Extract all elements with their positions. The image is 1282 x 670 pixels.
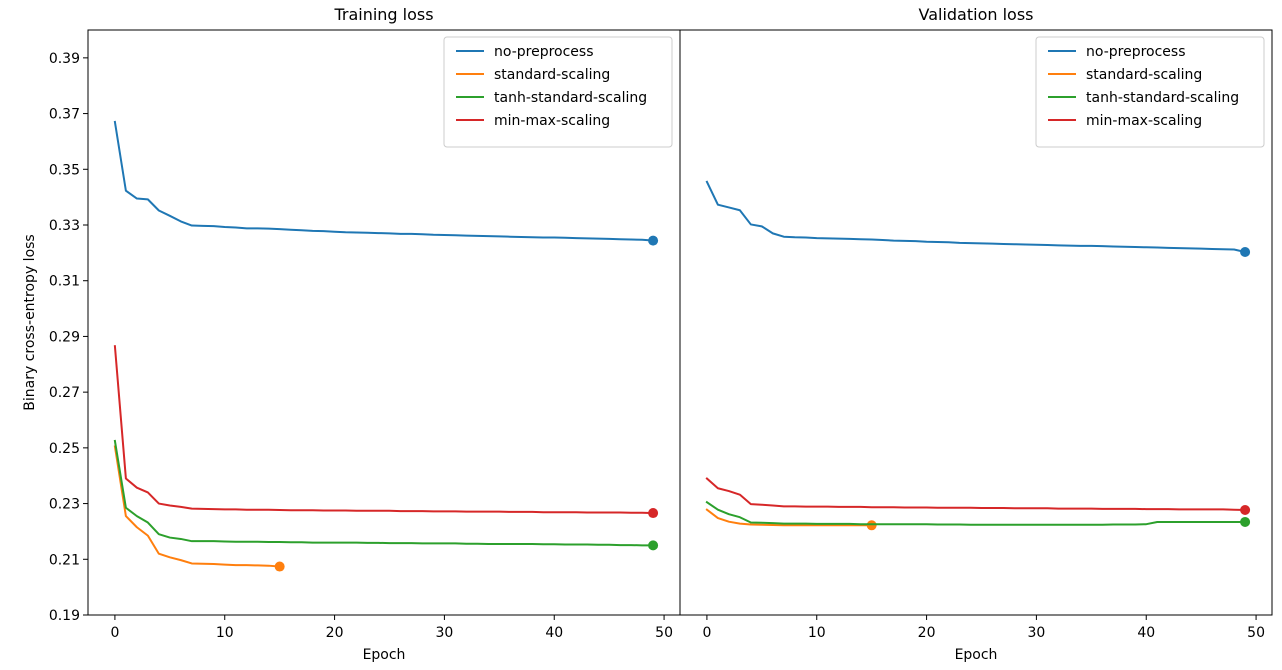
x-tick-label: 40 [545,625,563,641]
x-tick-label: 40 [1137,625,1155,641]
series-end-marker-no-preprocess [1240,247,1251,258]
series-line-min-max-scaling [705,477,1247,512]
series-line-no-preprocess [113,120,655,242]
y-tick-label: 0.33 [49,218,80,234]
axes-frame [679,29,1273,616]
y-tick-label: 0.27 [49,385,80,401]
x-axis-label: Epoch [955,647,998,663]
legend-label: tanh-standard-scaling [1086,90,1239,106]
x-tick-label: 30 [1027,625,1045,641]
series-end-marker-standard-scaling [274,561,285,572]
legend-label: min-max-scaling [1086,113,1202,129]
x-tick-label: 50 [1247,625,1265,641]
legend-label: standard-scaling [494,67,610,83]
series-end-marker-tanh-standard-scaling [1240,516,1251,527]
legend-box [1035,36,1265,148]
y-tick-label: 0.25 [49,441,80,457]
legend-label: no-preprocess [494,44,594,60]
legend-label: no-preprocess [1086,44,1186,60]
series-line-standard-scaling [113,445,281,568]
legend-label: tanh-standard-scaling [494,90,647,106]
y-tick-label: 0.23 [49,497,80,513]
x-tick-label: 50 [655,625,673,641]
legend: no-preprocess standard-scaling tanh-standa… [1035,36,1265,148]
y-tick-label: 0.19 [49,608,80,624]
x-tick-label: 0 [702,625,711,641]
legend-box [443,36,673,148]
series-line-no-preprocess [705,180,1247,254]
x-tick-label: 0 [110,625,119,641]
y-tick-label: 0.29 [49,329,80,345]
chart-1: Validation loss 0 10 20 30 40 50 Epoch no-prepro… [679,5,1273,663]
plot-area [113,120,659,572]
y-tick-label: 0.21 [49,552,80,568]
series-end-marker-min-max-scaling [1240,504,1251,515]
x-tick-label: 10 [808,625,826,641]
series-end-marker-min-max-scaling [648,508,659,519]
legend-label: min-max-scaling [494,113,610,129]
chart-title: Training loss [333,5,433,24]
series-end-marker-standard-scaling [866,520,877,531]
legend: no-preprocess standard-scaling tanh-standa… [443,36,673,148]
y-tick-label: 0.37 [49,107,80,123]
series-end-marker-no-preprocess [648,235,659,246]
y-tick-label: 0.31 [49,274,80,290]
legend-label: standard-scaling [1086,67,1202,83]
series-line-standard-scaling [705,508,873,527]
series-line-min-max-scaling [113,345,655,515]
series-end-marker-tanh-standard-scaling [648,540,659,551]
x-axis-label: Epoch [363,647,406,663]
x-tick-label: 20 [918,625,936,641]
x-tick-label: 10 [216,625,234,641]
y-tick-label: 0.35 [49,162,80,178]
y-axis-label: Binary cross-entropy loss [22,234,38,410]
series-line-tanh-standard-scaling [705,500,1247,526]
x-tick-label: 30 [435,625,453,641]
chart-0: Training loss 0 10 20 30 40 50 0.19 0.21 0.23 0.25… [22,5,681,663]
y-tick-label: 0.39 [49,51,80,67]
x-tick-label: 20 [326,625,344,641]
plot-area [705,180,1251,531]
series-line-tanh-standard-scaling [113,439,655,547]
chart-title: Validation loss [919,5,1034,24]
